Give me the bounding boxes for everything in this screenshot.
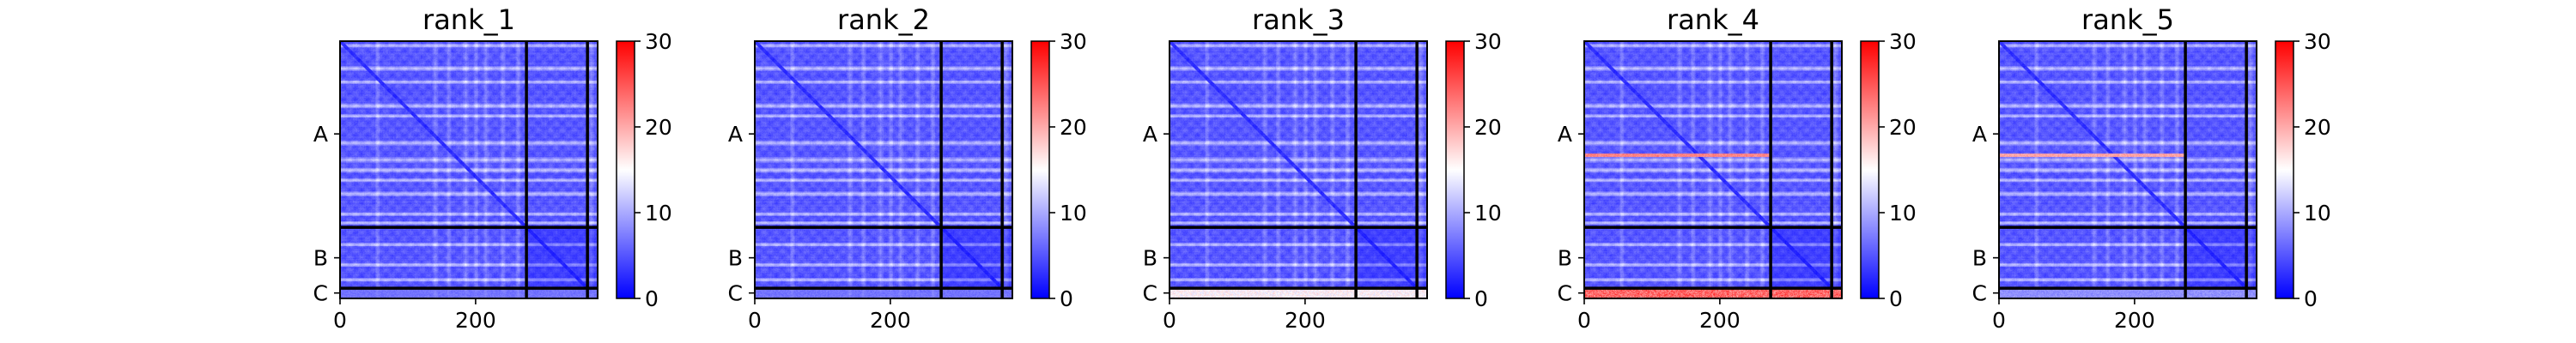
heatmap-image xyxy=(755,41,1012,298)
chain-label: C xyxy=(1558,281,1572,306)
chain-label: B xyxy=(313,246,328,271)
panel-title: rank_1 xyxy=(422,3,515,36)
chain-label: A xyxy=(313,122,328,147)
chain-label: C xyxy=(1143,281,1157,306)
colorbar-tick-label: 20 xyxy=(1474,115,1502,140)
x-tick-label: 0 xyxy=(1992,308,2006,333)
colorbar-tick-label: 0 xyxy=(1060,286,1073,311)
heatmap-image xyxy=(1584,41,1842,298)
colorbar-tick-label: 30 xyxy=(1889,29,1917,54)
colorbar-tick-label: 30 xyxy=(1474,29,1502,54)
colorbar-tick-label: 10 xyxy=(1889,201,1917,226)
colorbar-tick-label: 20 xyxy=(645,115,672,140)
heatmap-image xyxy=(1170,41,1427,298)
colorbar-tick-label: 20 xyxy=(2304,115,2331,140)
colorbar-tick-label: 10 xyxy=(645,201,672,226)
colorbar-tick-label: 0 xyxy=(2304,286,2318,311)
panel-title: rank_3 xyxy=(1252,3,1345,36)
plot-frame xyxy=(1998,40,2257,299)
colorbar-tick-label: 10 xyxy=(1474,201,1502,226)
chain-label: C xyxy=(1972,281,1987,306)
panel-title: rank_5 xyxy=(2081,3,2174,36)
colorbar-tick-label: 20 xyxy=(1060,115,1087,140)
colorbar-tick-label: 30 xyxy=(1060,29,1087,54)
heatmap-image xyxy=(340,41,598,298)
plot-frame xyxy=(1169,40,1428,299)
colorbar-tick-label: 10 xyxy=(2304,201,2331,226)
colorbar xyxy=(1860,40,1880,299)
chain-label: B xyxy=(1143,246,1157,271)
colorbar-tick-label: 0 xyxy=(1474,286,1488,311)
panel-title: rank_2 xyxy=(837,3,930,36)
x-tick-label: 200 xyxy=(870,308,911,333)
x-tick-label: 200 xyxy=(2114,308,2155,333)
colorbar xyxy=(616,40,635,299)
x-tick-label: 200 xyxy=(1285,308,1326,333)
x-tick-label: 0 xyxy=(333,308,347,333)
colorbar-tick-label: 20 xyxy=(1889,115,1917,140)
chain-label: B xyxy=(1558,246,1572,271)
heatmap-image xyxy=(1999,41,2257,298)
chain-label: A xyxy=(1143,122,1157,147)
plot-frame xyxy=(1583,40,1843,299)
x-tick-label: 200 xyxy=(455,308,496,333)
colorbar-tick-label: 10 xyxy=(1060,201,1087,226)
chain-label: B xyxy=(1972,246,1987,271)
chain-label: A xyxy=(728,122,743,147)
colorbar-tick-label: 0 xyxy=(1889,286,1903,311)
colorbar-tick-label: 30 xyxy=(2304,29,2331,54)
colorbar-tick-label: 0 xyxy=(645,286,659,311)
chain-label: C xyxy=(313,281,328,306)
x-tick-label: 0 xyxy=(748,308,762,333)
x-tick-label: 200 xyxy=(1699,308,1741,333)
colorbar xyxy=(2275,40,2294,299)
colorbar xyxy=(1030,40,1050,299)
x-tick-label: 0 xyxy=(1577,308,1591,333)
colorbar-tick-label: 30 xyxy=(645,29,672,54)
plot-frame xyxy=(754,40,1013,299)
colorbar xyxy=(1445,40,1465,299)
plot-frame xyxy=(339,40,598,299)
chain-label: B xyxy=(728,246,743,271)
chain-label: C xyxy=(728,281,743,306)
chain-label: A xyxy=(1972,122,1987,147)
panel-title: rank_4 xyxy=(1667,3,1759,36)
x-tick-label: 0 xyxy=(1163,308,1176,333)
chain-label: A xyxy=(1558,122,1572,147)
